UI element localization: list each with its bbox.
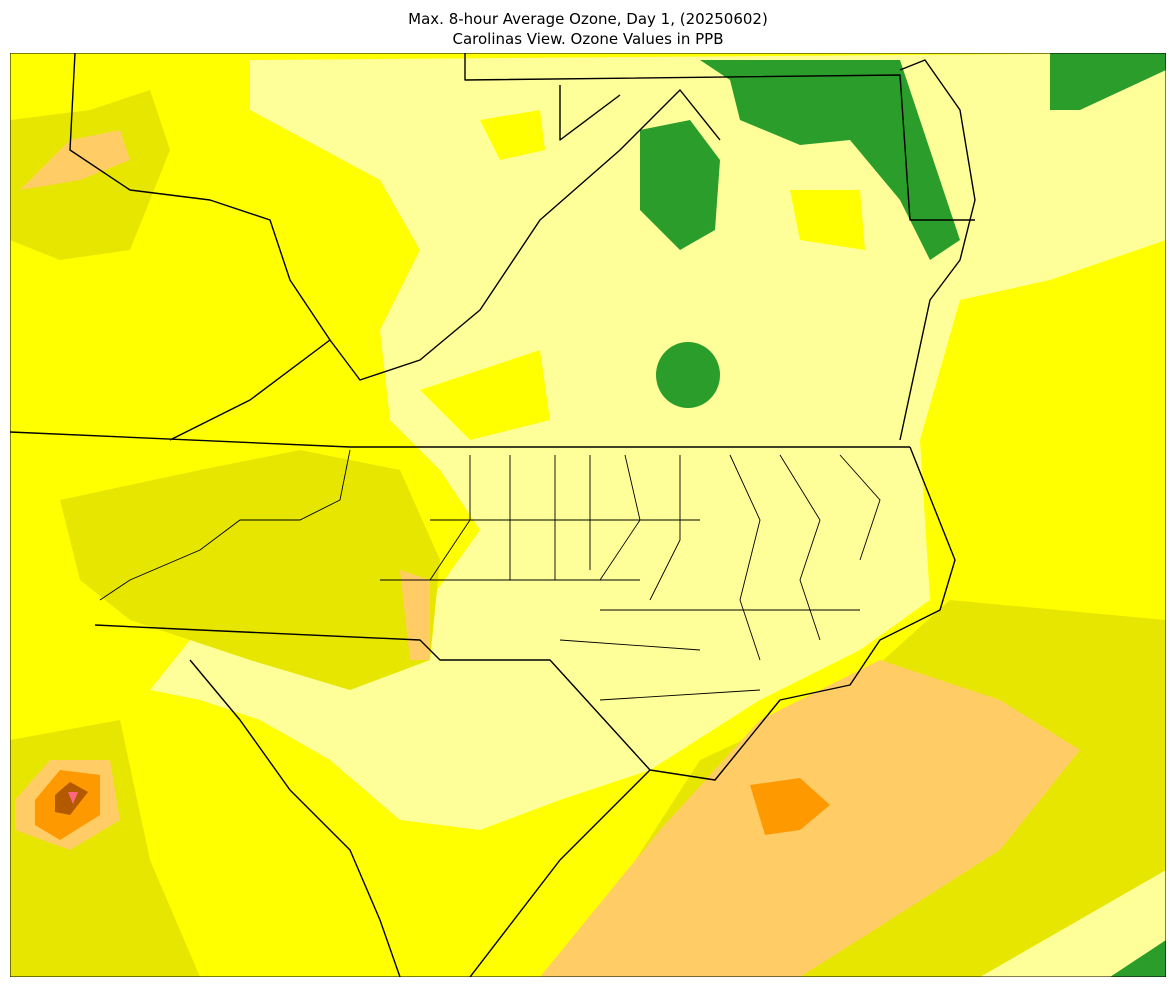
- state-border: [10, 53, 976, 977]
- ozone-region-green: [640, 53, 1166, 977]
- ozone-region-yellow: [420, 110, 865, 440]
- title-line-2: Carolinas View. Ozone Values in PPB: [452, 30, 723, 48]
- ozone-map: [10, 53, 1166, 977]
- county-lines: [99, 449, 881, 701]
- ozone-region-pink: [68, 792, 78, 804]
- title-line-1: Max. 8-hour Average Ozone, Day 1, (20250…: [408, 10, 768, 28]
- ozone-region-light-orange: [15, 130, 1080, 977]
- ozone-region-green: [656, 342, 720, 408]
- ozone-region-light-corner: [980, 870, 1166, 977]
